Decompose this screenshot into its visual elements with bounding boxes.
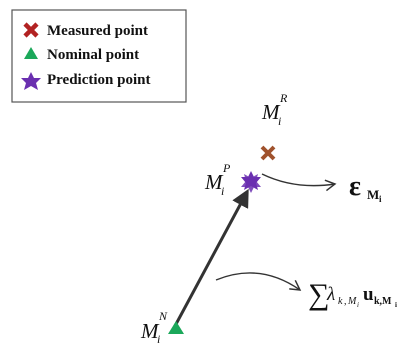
legend-label-nominal: Nominal point (47, 47, 139, 63)
prediction-point-label: M P i (204, 161, 231, 198)
cross-marker-icon (23, 22, 39, 38)
svg-text:ε: ε (349, 171, 361, 202)
triangle-marker-icon (24, 47, 38, 59)
measured-point-marker (260, 145, 276, 161)
svg-text:i: i (379, 194, 382, 204)
svg-text:N: N (158, 309, 168, 323)
measured-point-label: M R i (261, 91, 288, 128)
svg-text:M: M (347, 296, 357, 307)
svg-text:,: , (344, 296, 347, 307)
lambda-symbol: λ (326, 284, 335, 305)
legend-item-prediction: Prediction point (21, 72, 150, 90)
legend-label-prediction: Prediction point (47, 72, 150, 88)
svg-text:k: k (338, 296, 343, 307)
legend-item-nominal: Nominal point (24, 47, 139, 63)
svg-text:M: M (367, 187, 379, 202)
nominal-point-label: M N i (140, 309, 168, 346)
svg-text:M: M (204, 170, 224, 194)
prediction-point-marker (241, 171, 261, 193)
svg-text:k,M: k,M (374, 296, 392, 307)
svg-text:P: P (222, 161, 231, 175)
deviation-arrow (215, 272, 302, 291)
svg-text:M: M (140, 319, 160, 343)
legend-box (11, 9, 187, 103)
svg-text:M: M (261, 100, 281, 124)
svg-text:i: i (357, 301, 359, 309)
deviation-annotation: ∑ λ k , M i u k,M i (308, 278, 397, 311)
legend-label-measured: Measured point (47, 23, 148, 39)
svg-text:i: i (395, 301, 397, 309)
error-annotation: ε M i (349, 171, 382, 204)
svg-text:R: R (279, 91, 288, 105)
svg-text:i: i (278, 114, 281, 128)
legend: Measured point Nominal point Prediction … (11, 9, 187, 103)
deviation-vector-arrow (173, 188, 249, 327)
sum-symbol: ∑ (308, 278, 329, 311)
nominal-point-marker (168, 321, 184, 334)
error-arrow (261, 173, 337, 192)
star-marker-icon (21, 72, 41, 90)
svg-text:i: i (221, 184, 224, 198)
svg-text:i: i (157, 332, 160, 345)
legend-item-measured: Measured point (23, 22, 148, 39)
u-vector-symbol: u (363, 284, 374, 305)
